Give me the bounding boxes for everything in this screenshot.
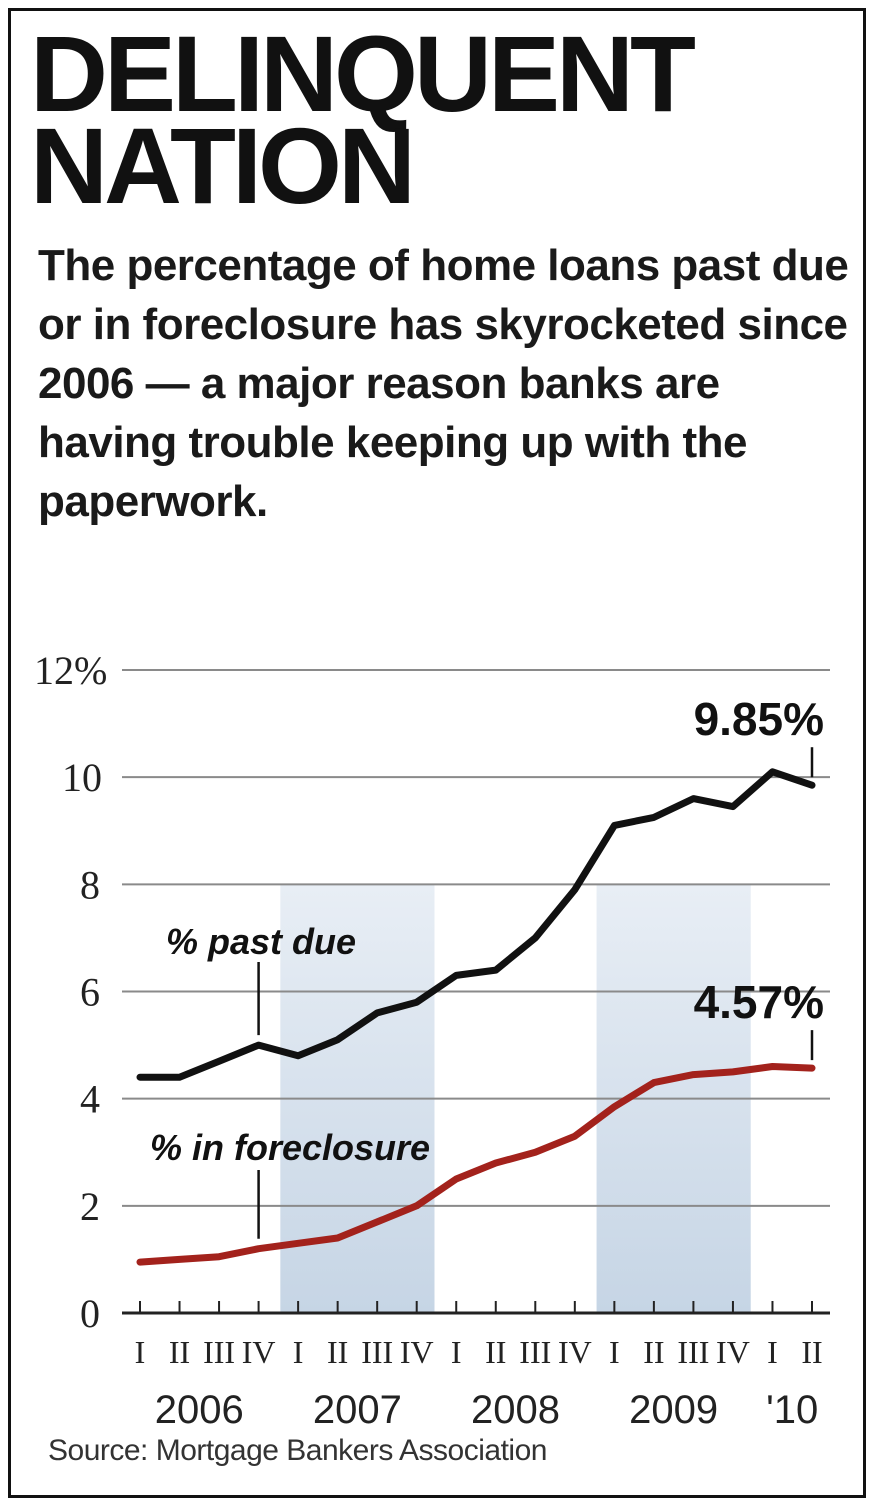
end-value-label: 4.57%: [694, 976, 824, 1028]
year-tick-label: 2008: [471, 1388, 560, 1430]
y-axis-ticks: 0 2 4 6 8 10 12%: [34, 648, 107, 1336]
year-tick-label: 2006: [155, 1388, 244, 1430]
quarter-tick-label: IV: [558, 1334, 592, 1370]
chart-title: DELINQUENT NATION: [30, 13, 696, 226]
quarter-tick-label: IV: [400, 1334, 434, 1370]
year-tick-label: 2007: [313, 1388, 402, 1430]
year-tick-label: 2009: [629, 1388, 718, 1430]
series-lines: [136, 768, 816, 1266]
quarter-tick-label: I: [135, 1334, 146, 1370]
y-tick-label: 10: [62, 755, 102, 800]
quarter-tick-label: IV: [716, 1334, 750, 1370]
series-label-past-due: % past due: [166, 921, 356, 962]
quarter-tick-label: III: [203, 1334, 235, 1370]
quarter-tick-label: I: [451, 1334, 462, 1370]
quarter-tick-label: II: [485, 1334, 506, 1370]
quarter-tick-label: I: [767, 1334, 778, 1370]
graphic-border: [8, 8, 866, 1498]
quarter-tick-label: II: [327, 1334, 348, 1370]
series-label-foreclosure: % in foreclosure: [150, 1127, 430, 1168]
y-tick-label: 6: [80, 970, 100, 1015]
quarter-tick-label: III: [677, 1334, 709, 1370]
series-labels: 9.85% 4.57% % past due % in foreclosure: [150, 693, 824, 1239]
chart-subtitle: The percentage of home loans past due or…: [38, 241, 849, 526]
y-tick-label: 2: [80, 1184, 100, 1229]
y-tick-label: 12%: [34, 648, 107, 693]
quarter-tick-label: II: [169, 1334, 190, 1370]
gridlines: [122, 669, 830, 1207]
quarter-tick-label: I: [609, 1334, 620, 1370]
y-tick-label: 0: [80, 1291, 100, 1336]
quarter-tick-label: III: [361, 1334, 393, 1370]
quarter-tick-label: II: [801, 1334, 822, 1370]
end-value-label: 9.85%: [694, 693, 824, 745]
y-tick-label: 8: [80, 862, 100, 907]
source-note: Source: Mortgage Bankers Association: [48, 1434, 547, 1467]
quarter-tick-label: II: [643, 1334, 664, 1370]
quarter-tick-label: III: [519, 1334, 551, 1370]
series-line-0: [136, 768, 816, 1081]
y-tick-label: 4: [80, 1077, 100, 1122]
series-line-1: [136, 1063, 816, 1266]
quarter-tick-label: IV: [242, 1334, 276, 1370]
quarter-tick-label: I: [293, 1334, 304, 1370]
year-tick-label: '10: [766, 1388, 818, 1430]
